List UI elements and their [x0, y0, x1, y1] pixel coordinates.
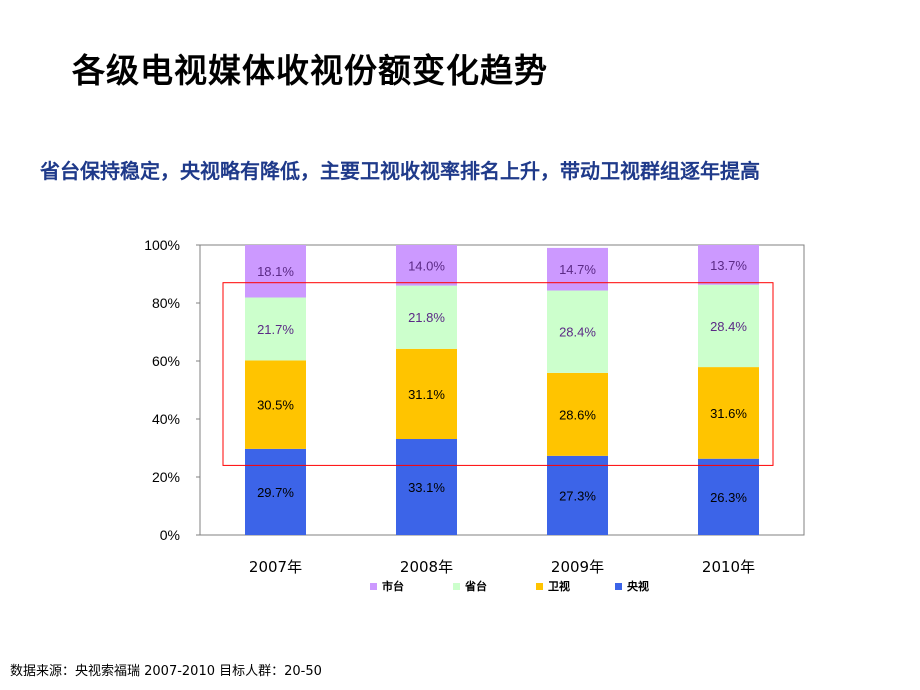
y-tick-label: 100% — [144, 237, 180, 253]
data-label: 28.6% — [559, 407, 596, 422]
bar-segment — [245, 245, 306, 298]
data-label: 21.7% — [257, 322, 294, 337]
bar-segment — [396, 285, 457, 349]
data-label: 27.3% — [559, 488, 596, 503]
data-label: 14.7% — [559, 262, 596, 277]
data-label: 29.7% — [257, 485, 294, 500]
data-label: 28.4% — [710, 319, 747, 334]
y-tick-label: 0% — [160, 527, 180, 543]
legend-swatch — [536, 583, 543, 590]
bar-segment — [245, 297, 306, 361]
highlight-rect — [222, 282, 774, 466]
data-label: 26.3% — [710, 490, 747, 505]
data-label: 18.1% — [257, 264, 294, 279]
y-axis: 0% 20% 40% 60% 80% 100% — [144, 237, 200, 543]
legend: 市台 省台 卫视 央视 — [370, 579, 649, 593]
bar-segment — [698, 284, 759, 368]
data-label: 31.6% — [710, 406, 747, 421]
bar-segment — [547, 372, 608, 456]
data-label: 14.0% — [408, 258, 445, 273]
legend-label: 卫视 — [548, 579, 570, 593]
legend-label: 市台 — [382, 579, 404, 593]
bar-segment — [547, 290, 608, 373]
x-tick-label: 2007年 — [249, 558, 302, 576]
bar-segment — [698, 367, 759, 459]
legend-label: 省台 — [464, 579, 487, 593]
data-label: 28.4% — [559, 325, 596, 340]
data-label: 31.1% — [408, 387, 445, 402]
data-label: 30.5% — [257, 398, 294, 413]
data-label: 33.1% — [408, 480, 445, 495]
bar-segment — [245, 360, 306, 449]
bar-segment — [396, 439, 457, 535]
x-axis: 2007年 2008年 2009年 2010年 — [249, 558, 755, 576]
bars: 29.7% 30.5% 21.7% 18.1% 33.1% 31.1% 21.8% 14.0%… — [245, 245, 759, 535]
legend-swatch — [370, 583, 377, 590]
highlight-box — [222, 282, 774, 466]
bar-segment — [245, 448, 306, 535]
legend-swatch — [615, 583, 622, 590]
legend-label: 央视 — [627, 579, 649, 593]
page-subtitle: 省台保持稳定，央视略有降低，主要卫视收视率排名上升，带动卫视群组逐年提高 — [40, 159, 760, 183]
bar-segment — [698, 245, 759, 285]
x-tick-label: 2008年 — [400, 558, 453, 576]
y-tick-label: 60% — [152, 353, 180, 369]
bar-segment — [396, 245, 457, 286]
bar-segment — [396, 348, 457, 440]
y-tick-label: 20% — [152, 469, 180, 485]
y-tick-label: 40% — [152, 411, 180, 427]
page-title: 各级电视媒体收视份额变化趋势 — [72, 51, 548, 90]
data-label: 21.8% — [408, 310, 445, 325]
legend-swatch — [453, 583, 460, 590]
x-tick-label: 2010年 — [702, 558, 755, 576]
data-source-note: 数据来源：央视索福瑞 2007-2010 目标人群：20-50 — [10, 664, 322, 679]
bar-segment — [698, 458, 759, 535]
bar-segment — [547, 455, 608, 535]
y-tick-label: 80% — [152, 295, 180, 311]
bar-segment — [547, 247, 608, 291]
data-label: 13.7% — [710, 258, 747, 273]
x-tick-label: 2009年 — [551, 558, 604, 576]
